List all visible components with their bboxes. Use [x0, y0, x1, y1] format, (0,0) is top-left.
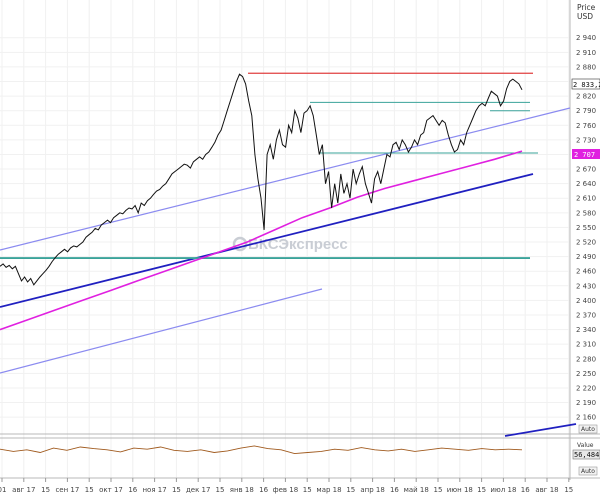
price-tick-label: 2 640 — [576, 180, 596, 188]
vertical-grid — [1, 0, 570, 478]
price-tick-label: 2 610 — [576, 195, 596, 203]
trend-line-main — [0, 173, 534, 308]
time-tick-label: 15 — [172, 486, 181, 494]
price-tick-label: 2 460 — [576, 268, 596, 276]
time-tick-label: 15 — [346, 486, 355, 494]
watermark-text: БКСЭкспресс — [248, 236, 348, 253]
price-tick-label: 2 160 — [576, 414, 596, 422]
price-tick-label: 2 250 — [576, 370, 596, 378]
moving-average-line — [0, 150, 523, 331]
watermark-logo-icon — [232, 236, 248, 252]
price-axis-header: Price — [577, 3, 596, 12]
time-tick-label: июн 18 — [447, 486, 473, 494]
time-tick-label: 15 — [303, 486, 312, 494]
time-tick-label: авг 18 — [535, 486, 558, 494]
time-axis-labels: 01 авг 17 15 сен 17 15 окт 17 16 ноя 17 15 дек 17… — [0, 478, 573, 494]
price-tick-label: 2 430 — [576, 282, 596, 290]
subpanel-value-label: Value — [577, 442, 594, 449]
trend-line-projection — [504, 423, 577, 437]
time-tick-label: янв 18 — [230, 486, 254, 494]
price-tick-label: 2 190 — [576, 399, 596, 407]
subpanel-value-tag-text: 56,484 — [574, 451, 599, 459]
time-tick-label: 15 — [85, 486, 94, 494]
channel-lower-line — [0, 288, 323, 374]
time-tick-label: авг 17 — [12, 486, 35, 494]
time-tick-label: 16 — [390, 486, 399, 494]
price-tick-label: 2 220 — [576, 384, 596, 392]
time-tick-label: 15 — [564, 486, 573, 494]
time-tick-label: 15 — [216, 486, 225, 494]
price-tick-label: 2 880 — [576, 63, 596, 71]
channel-upper-line — [0, 107, 571, 251]
auto-scale-button[interactable] — [578, 424, 598, 434]
price-tick-label: 2 730 — [576, 136, 596, 144]
subpanel-value-tag — [572, 449, 600, 460]
price-tick-label: 2 310 — [576, 341, 596, 349]
price-tick-label: 2 280 — [576, 355, 596, 363]
time-tick-label: окт 17 — [99, 486, 123, 494]
price-tick-label: 2 790 — [576, 107, 596, 115]
price-tick-label: 2 670 — [576, 166, 596, 174]
time-tick-label: 01 — [0, 486, 6, 494]
price-tick-label: 2 340 — [576, 326, 596, 334]
time-tick-label: май 18 — [404, 486, 429, 494]
time-tick-label: 16 — [521, 486, 530, 494]
time-tick-label: 16 — [128, 486, 137, 494]
auto-scale-button-label: Auto — [581, 426, 595, 433]
price-tick-label: 2 760 — [576, 122, 596, 130]
time-tick-label: фев 18 — [273, 486, 299, 494]
time-tick-label: 15 — [41, 486, 50, 494]
price-tick-label: 2 580 — [576, 209, 596, 217]
time-tick-label: мар 18 — [316, 486, 341, 494]
last-price-tag-text: 2 833,2 — [573, 81, 600, 89]
time-tick-label: 15 — [477, 486, 486, 494]
price-tick-label: 2 370 — [576, 311, 596, 319]
time-tick-label: 16 — [259, 486, 268, 494]
price-tick-label: 2 550 — [576, 224, 596, 232]
price-tick-label: 2 400 — [576, 297, 596, 305]
ma-price-tag-text: 2 707 — [574, 151, 595, 159]
subpanel-auto-button-label: Auto — [581, 468, 595, 475]
price-tick-label: 2 940 — [576, 34, 596, 42]
price-tick-label: 2 520 — [576, 239, 596, 247]
horizontal-grid — [0, 37, 570, 418]
time-tick-label: апр 18 — [360, 486, 384, 494]
time-tick-label: 15 — [434, 486, 443, 494]
subpanel-auto-button[interactable] — [578, 466, 598, 476]
price-tick-label: 2 910 — [576, 49, 596, 57]
time-tick-label: июл 18 — [490, 486, 516, 494]
price-tick-label: 2 490 — [576, 253, 596, 261]
currency-axis-header: USD — [577, 12, 593, 21]
last-price-tag — [571, 78, 600, 90]
oscillator-line — [0, 445, 523, 455]
price-line — [0, 73, 523, 286]
price-tick-label: 2 820 — [576, 93, 596, 101]
time-tick-label: сен 17 — [55, 486, 79, 494]
time-tick-label: дек 17 — [186, 486, 211, 494]
ma-price-tag — [572, 149, 600, 159]
time-tick-label: ноя 17 — [142, 486, 166, 494]
